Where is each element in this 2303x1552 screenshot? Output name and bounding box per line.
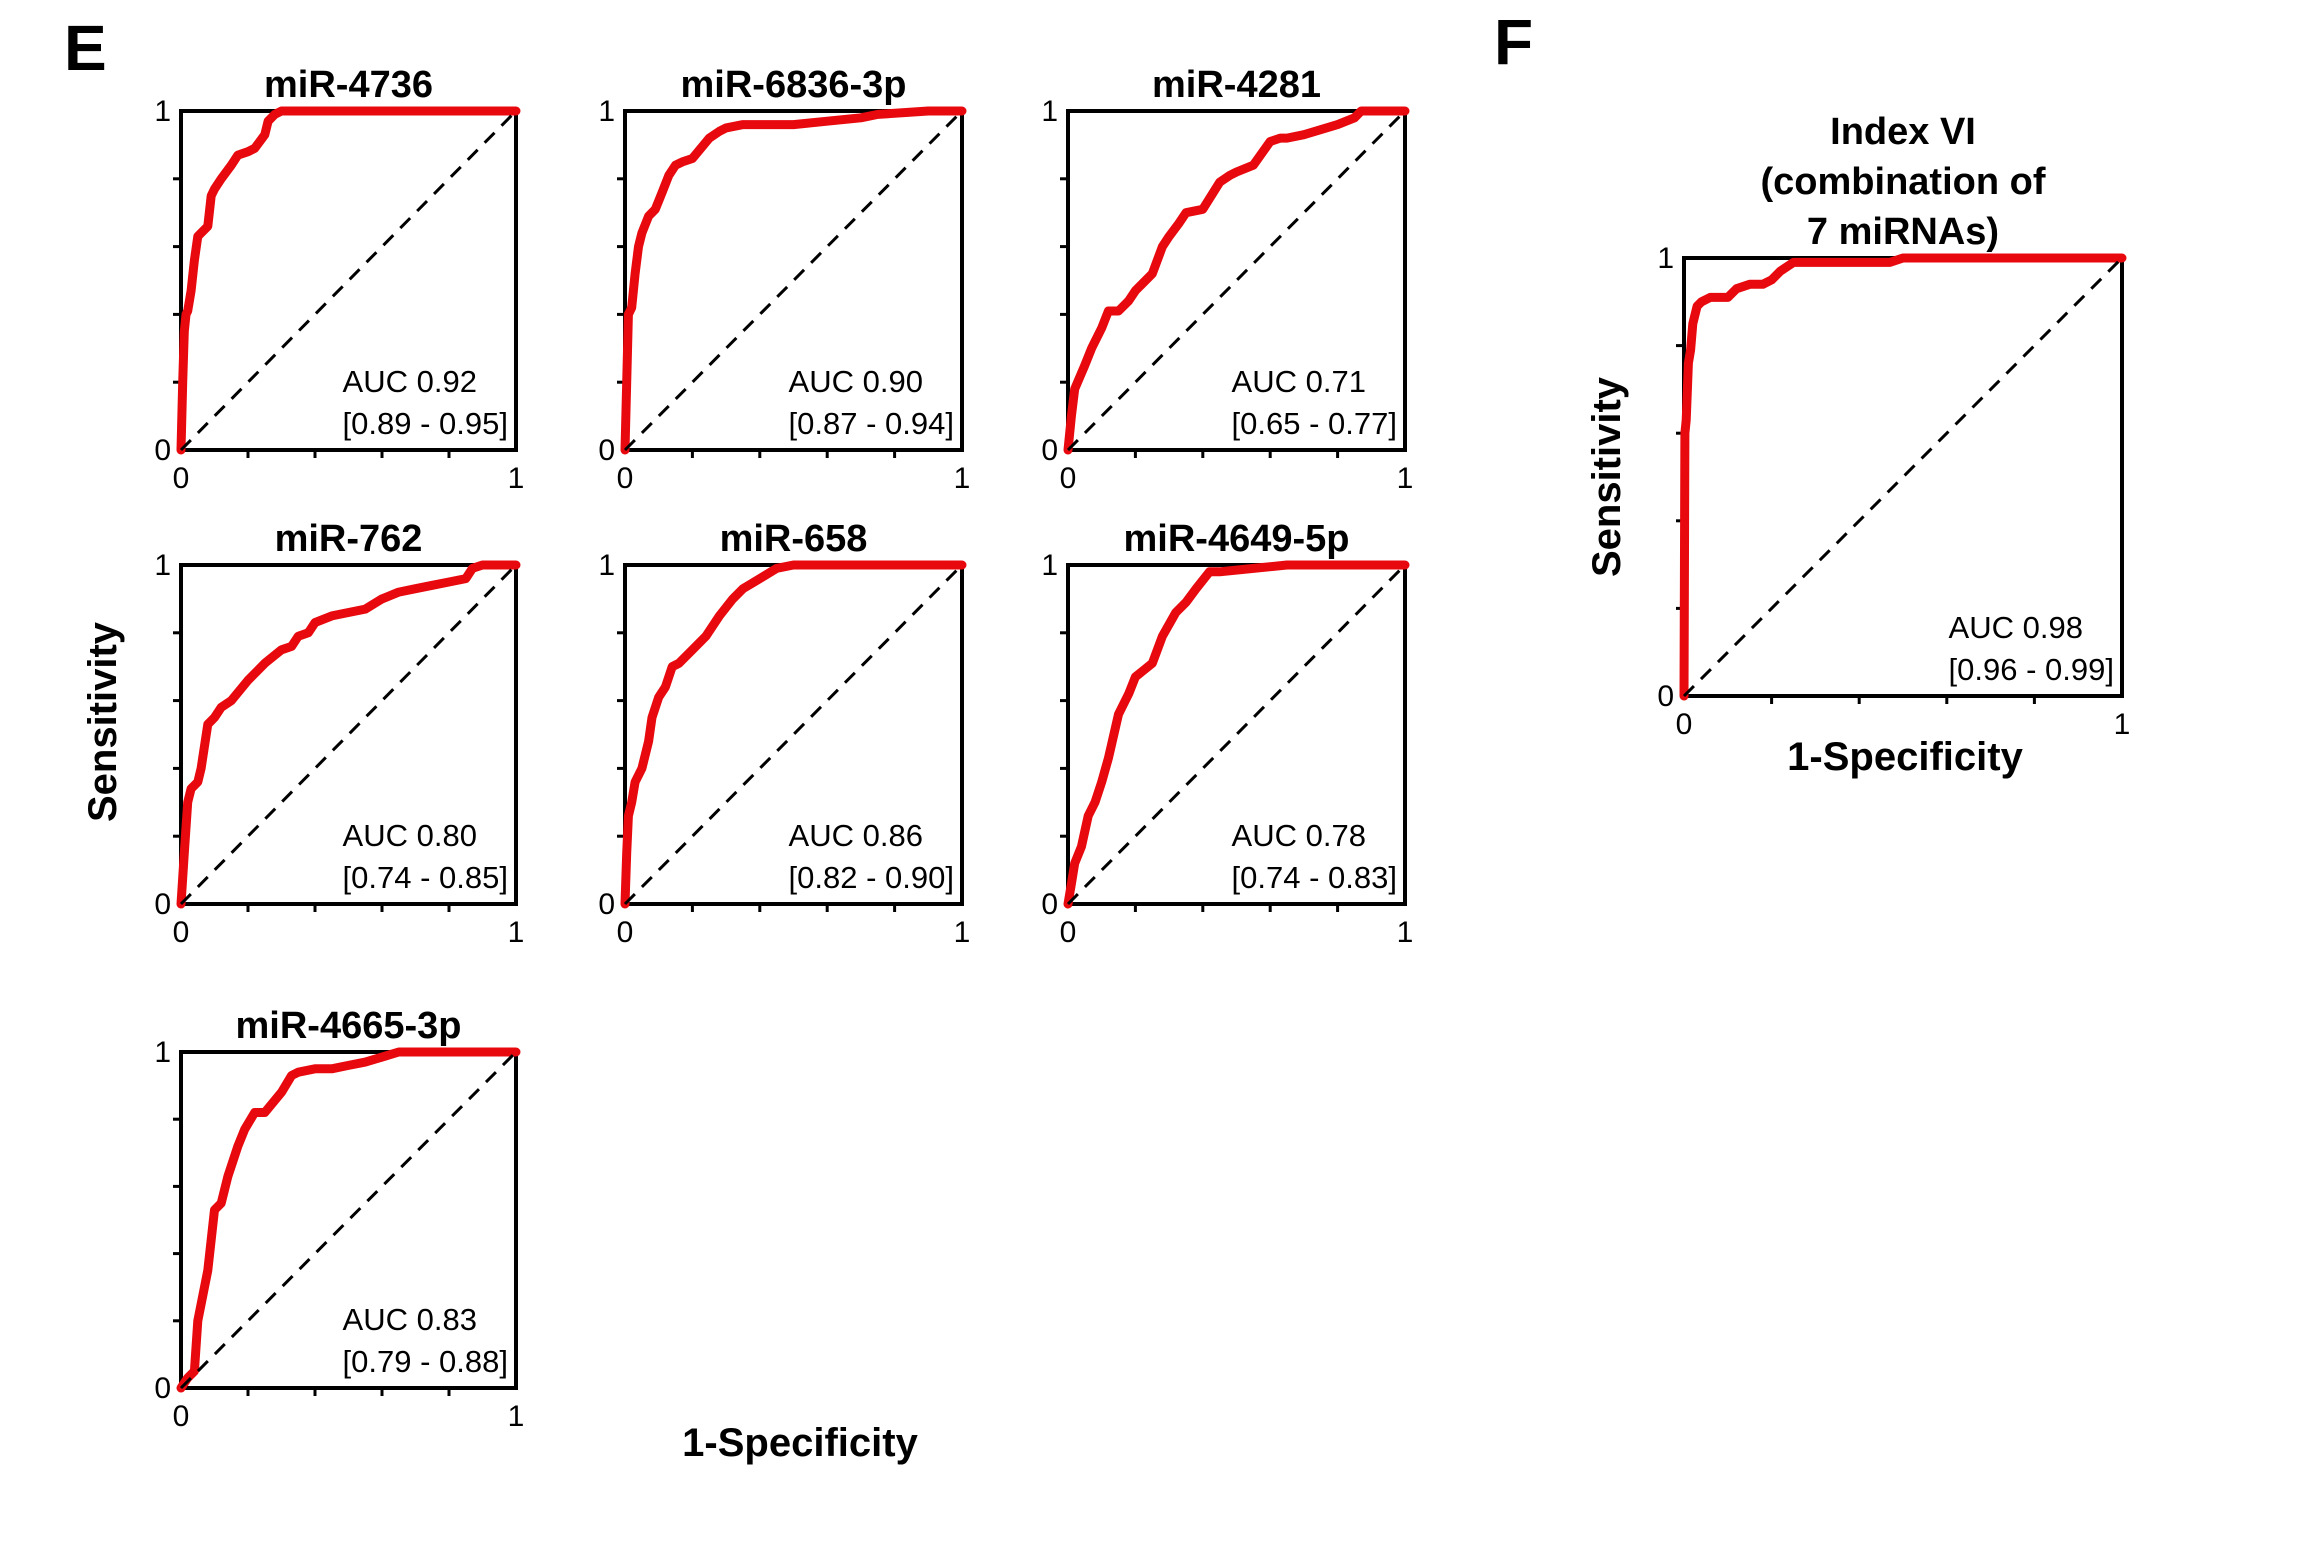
x-tick-label: 0 bbox=[1060, 916, 1077, 949]
reference-diagonal-line bbox=[1066, 563, 1407, 906]
panel-letter-f: F bbox=[1494, 6, 1533, 78]
auc-ci-label: [0.74 - 0.85] bbox=[343, 860, 508, 895]
reference-diagonal-line bbox=[179, 563, 518, 906]
y-tick-label: 1 bbox=[1657, 242, 1674, 275]
plot-title: miR-6836-3p bbox=[681, 64, 907, 106]
y-tick-label: 1 bbox=[154, 549, 171, 582]
roc-plot-index-vi: Index VI (combination of 7 miRNAs) 0 1 0 1 AUC … bbox=[1657, 111, 2130, 741]
reference-diagonal-line bbox=[1682, 256, 2124, 698]
roc-curve bbox=[620, 560, 967, 909]
x-tick-label: 0 bbox=[617, 462, 634, 495]
reference-diagonal-line bbox=[623, 563, 964, 906]
y-tick-label: 0 bbox=[154, 434, 171, 467]
x-tick-label: 0 bbox=[1676, 708, 1693, 741]
plot-title: Index VI bbox=[1830, 111, 1976, 153]
roc-curve bbox=[1063, 560, 1410, 909]
auc-ci-label: [0.79 - 0.88] bbox=[343, 1344, 508, 1379]
y-tick-label: 1 bbox=[154, 95, 171, 128]
auc-label: AUC 0.90 bbox=[789, 364, 923, 399]
roc-plot-mir-4736: miR-4736 0 1 0 1 AUC 0.92 [0.89 - 0.95] bbox=[154, 64, 524, 495]
roc-curve bbox=[1063, 106, 1410, 455]
roc-plot-mir-4665-3p: miR-4665-3p 0 1 0 1 AUC 0.83 [0.79 - 0.88] bbox=[154, 1005, 524, 1433]
panel-e-x-axis-label: 1-Specificity bbox=[682, 1421, 918, 1465]
y-tick-label: 1 bbox=[1041, 549, 1058, 582]
y-tick-label: 1 bbox=[1041, 95, 1058, 128]
y-tick-label: 0 bbox=[598, 888, 615, 921]
x-tick-label: 1 bbox=[508, 462, 525, 495]
x-tick-label: 1 bbox=[508, 916, 525, 949]
panel-f-x-axis-label: 1-Specificity bbox=[1787, 735, 2023, 779]
plot-title: miR-4665-3p bbox=[236, 1005, 462, 1047]
auc-ci-label: [0.82 - 0.90] bbox=[789, 860, 954, 895]
roc-curve bbox=[176, 560, 521, 909]
roc-curve bbox=[1679, 253, 2127, 701]
roc-curve bbox=[176, 106, 521, 455]
auc-label: AUC 0.80 bbox=[343, 818, 477, 853]
y-tick-label: 0 bbox=[1041, 888, 1058, 921]
plot-frame bbox=[1066, 109, 1407, 452]
roc-curve bbox=[620, 106, 967, 455]
auc-ci-label: [0.74 - 0.83] bbox=[1232, 860, 1397, 895]
y-tick-label: 0 bbox=[1657, 680, 1674, 713]
x-tick-label: 1 bbox=[954, 916, 971, 949]
plot-title: miR-762 bbox=[275, 518, 423, 560]
auc-ci-label: [0.89 - 0.95] bbox=[343, 406, 508, 441]
roc-plot-mir-4281: miR-4281 0 1 0 1 AUC 0.71 [0.65 - 0.77] bbox=[1041, 64, 1413, 495]
reference-diagonal-line bbox=[1066, 109, 1407, 452]
roc-curve bbox=[176, 1047, 521, 1393]
auc-label: AUC 0.71 bbox=[1232, 364, 1366, 399]
auc-label: AUC 0.78 bbox=[1232, 818, 1366, 853]
y-tick-label: 0 bbox=[598, 434, 615, 467]
auc-ci-label: [0.96 - 0.99] bbox=[1949, 652, 2114, 687]
x-tick-label: 1 bbox=[2114, 708, 2131, 741]
auc-ci-label: [0.87 - 0.94] bbox=[789, 406, 954, 441]
y-tick-label: 1 bbox=[154, 1036, 171, 1069]
x-tick-label: 0 bbox=[173, 1400, 190, 1433]
x-tick-label: 1 bbox=[1397, 462, 1414, 495]
y-tick-label: 0 bbox=[1041, 434, 1058, 467]
x-tick-label: 1 bbox=[1397, 916, 1414, 949]
panel-e-y-axis-label: Sensitivity bbox=[81, 621, 125, 822]
auc-label: AUC 0.86 bbox=[789, 818, 923, 853]
x-tick-label: 0 bbox=[617, 916, 634, 949]
plot-title: miR-4736 bbox=[264, 64, 433, 106]
plot-title: miR-4281 bbox=[1152, 64, 1321, 106]
x-tick-label: 1 bbox=[954, 462, 971, 495]
plot-frame bbox=[623, 563, 964, 906]
plot-frame bbox=[179, 1050, 518, 1390]
plot-title: 7 miRNAs) bbox=[1807, 211, 1999, 253]
auc-label: AUC 0.83 bbox=[343, 1302, 477, 1337]
plot-frame bbox=[1066, 563, 1407, 906]
roc-plot-mir-4649-5p: miR-4649-5p 0 1 0 1 AUC 0.78 [0.74 - 0.83] bbox=[1041, 518, 1413, 949]
roc-plot-mir-762: miR-762 0 1 0 1 AUC 0.80 [0.74 - 0.85] bbox=[154, 518, 524, 949]
reference-diagonal-line bbox=[179, 109, 518, 452]
y-tick-label: 1 bbox=[598, 549, 615, 582]
roc-plot-mir-6836-3p: miR-6836-3p 0 1 0 1 AUC 0.90 [0.87 - 0.94] bbox=[598, 64, 970, 495]
auc-label: AUC 0.92 bbox=[343, 364, 477, 399]
reference-diagonal-line bbox=[623, 109, 964, 452]
auc-label: AUC 0.98 bbox=[1949, 610, 2083, 645]
plot-title: (combination of bbox=[1761, 161, 2046, 203]
roc-plots: miR-4736 0 1 0 1 AUC 0.92 [0.89 - 0.95] miR-683… bbox=[154, 64, 2130, 1433]
plot-frame bbox=[179, 563, 518, 906]
auc-ci-label: [0.65 - 0.77] bbox=[1232, 406, 1397, 441]
y-tick-label: 1 bbox=[598, 95, 615, 128]
y-tick-label: 0 bbox=[154, 1372, 171, 1405]
y-tick-label: 0 bbox=[154, 888, 171, 921]
x-tick-label: 1 bbox=[508, 1400, 525, 1433]
x-tick-label: 0 bbox=[1060, 462, 1077, 495]
reference-diagonal-line bbox=[179, 1050, 518, 1390]
roc-plot-mir-658: miR-658 0 1 0 1 AUC 0.86 [0.82 - 0.90] bbox=[598, 518, 970, 949]
plot-frame bbox=[623, 109, 964, 452]
x-tick-label: 0 bbox=[173, 916, 190, 949]
x-tick-label: 0 bbox=[173, 462, 190, 495]
plot-title: miR-658 bbox=[720, 518, 868, 560]
panel-letter-e: E bbox=[64, 12, 107, 84]
panel-f-y-axis-label: Sensitivity bbox=[1585, 376, 1629, 577]
plot-title: miR-4649-5p bbox=[1124, 518, 1350, 560]
